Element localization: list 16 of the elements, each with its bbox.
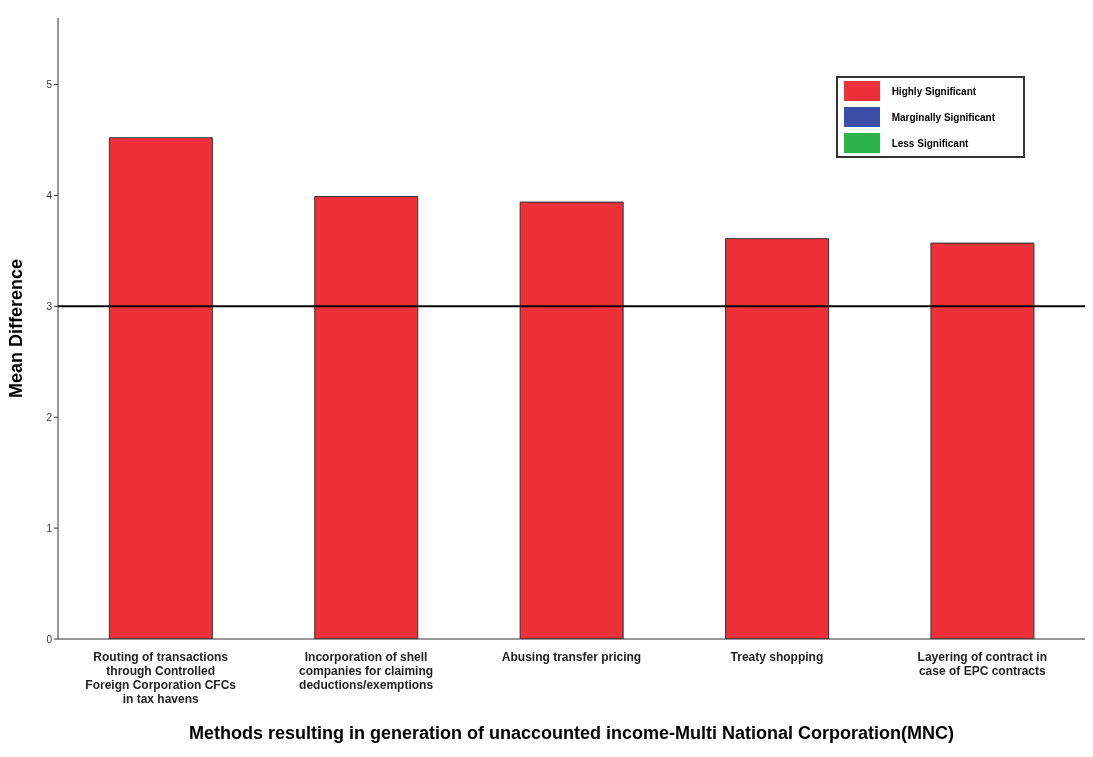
x-tick-label: Layering of contract in case of EPC contracts bbox=[917, 650, 1047, 678]
legend-label: Less Significant bbox=[890, 136, 970, 151]
y-tick-label: 4 bbox=[46, 189, 53, 201]
x-tick-label: Routing of transactions through Controlled Foreign Corporation CFCs in tax havens bbox=[85, 650, 237, 706]
y-axis-title: Mean Difference bbox=[6, 258, 27, 399]
x-tick-label: Abusing transfer pricing bbox=[501, 650, 642, 664]
x-tick-label: Incorporation of shell companies for claiming deductions/exemptions bbox=[299, 650, 434, 692]
y-tick-label: 3 bbox=[46, 300, 53, 312]
x-tick-label: Treaty shopping bbox=[730, 650, 824, 664]
y-tick-label: 5 bbox=[46, 79, 53, 91]
y-tick-label: 2 bbox=[46, 411, 53, 423]
legend-label: Highly Significant bbox=[890, 84, 978, 99]
legend-label: Marginally Significant bbox=[890, 110, 996, 125]
x-axis-title: Methods resulting in generation of unaccounted income-Multi National Corporation(MNC) bbox=[189, 723, 954, 743]
y-tick-label: 1 bbox=[46, 522, 53, 534]
y-tick-label: 0 bbox=[46, 633, 53, 645]
